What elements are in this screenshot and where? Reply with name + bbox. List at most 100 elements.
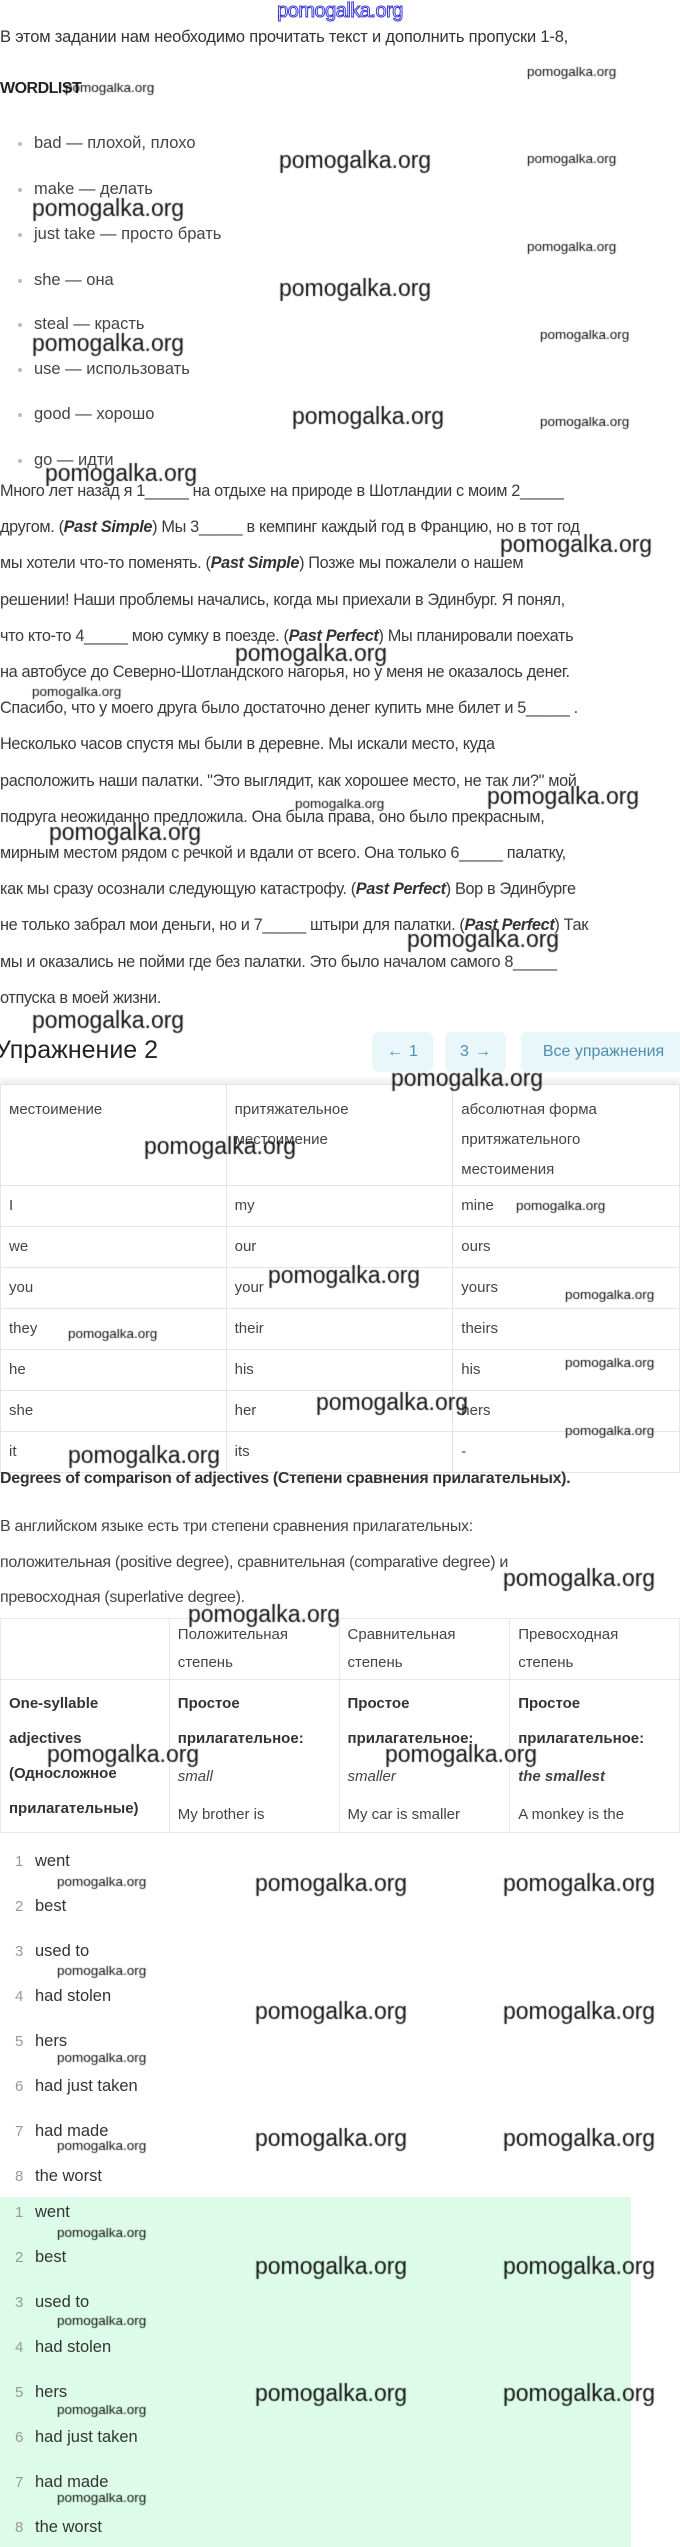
text-line: Спасибо, что у моего друга было достаточ… <box>0 699 578 718</box>
tense-hint: Past Perfect <box>355 880 446 899</box>
word-text: she — она <box>34 271 114 289</box>
text-segment: Несколько часов спустя мы были в деревне… <box>0 735 495 754</box>
bullet-icon <box>18 278 22 283</box>
cell-kind: Простое прилагательное: <box>518 1695 645 1747</box>
text-line: на автобусе до Северно-Шотландского наго… <box>0 663 570 682</box>
table-row: you your yours <box>0 1267 680 1309</box>
table-cell: we <box>0 1226 227 1268</box>
word-text: use — использовать <box>34 360 190 378</box>
table-cell: yours <box>452 1267 680 1309</box>
arrow-right-icon: → <box>474 1043 491 1060</box>
wordlist-item: good — хорошо <box>18 405 154 424</box>
answer-text: had just taken <box>35 2428 138 2446</box>
prev-label: 1 <box>409 1043 418 1060</box>
site-logo[interactable]: pomogalka.org <box>277 0 404 23</box>
wordlist-item: steal — красть <box>18 315 145 334</box>
text-segment: ) Позже мы пожалели о нашем <box>299 554 524 573</box>
table-cell: theirs <box>452 1308 680 1350</box>
text-line: мы хотели что-то поменять. (Past Simple)… <box>0 554 524 573</box>
answer-number: 6 <box>15 2429 24 2446</box>
answer-text: had just taken <box>35 2077 138 2095</box>
table-cell: my <box>225 1185 454 1227</box>
text-line: что кто-то 4_____ мою сумку в поезде. (P… <box>0 626 574 646</box>
answer-text: the worst <box>35 2518 102 2536</box>
degrees-text-line: положительная (positive degree), сравнит… <box>0 1554 509 1571</box>
bullet-icon <box>18 141 22 146</box>
answer-number: 6 <box>15 2078 24 2095</box>
answer-item: 5 hers <box>15 2383 67 2402</box>
answer-number: 7 <box>15 2474 24 2491</box>
table-cell: you <box>0 1267 227 1309</box>
table-cell: Простое прилагательное: smaller My car is … <box>338 1679 511 1833</box>
table-header-row: Положительная степень Сравнительная степ… <box>0 1618 680 1680</box>
answer-number: 4 <box>15 1988 24 2005</box>
answer-number: 5 <box>15 2384 24 2401</box>
degrees-text-line: превосходная (superlative degree). <box>0 1589 245 1606</box>
answer-item: 3 used to <box>15 2293 89 2312</box>
text-line: расположить наши палатки. "Это выглядит,… <box>0 772 577 791</box>
table-cell: her <box>225 1390 454 1432</box>
answer-text: had made <box>35 2122 109 2140</box>
wordlist-item: bad — плохой, плохо <box>18 134 196 153</box>
cell-word: smaller <box>347 1768 396 1785</box>
answer-number: 1 <box>15 2204 24 2221</box>
degrees-text-line: В английском языке есть три степени срав… <box>0 1518 473 1535</box>
word-text: bad — плохой, плохо <box>34 134 196 152</box>
answer-number: 3 <box>15 2294 24 2311</box>
cell-word: the smallest <box>518 1768 605 1785</box>
answer-text: the worst <box>35 2167 102 2185</box>
table-row: he his his <box>0 1349 680 1391</box>
answer-number: 3 <box>15 1943 24 1960</box>
answer-number: 2 <box>15 2249 24 2266</box>
bullet-icon <box>18 412 22 417</box>
bullet-icon <box>18 458 22 463</box>
answer-text: had stolen <box>35 1987 112 2005</box>
all-exercises-button[interactable]: Все упражнения <box>521 1032 680 1072</box>
text-segment: ) Вор в Эдинбурге <box>445 880 576 899</box>
word-text: go — идти <box>34 451 114 469</box>
word-text: good — хорошо <box>34 405 155 423</box>
answer-item: 6 had just taken <box>15 2077 138 2096</box>
tense-hint: Past Simple <box>210 554 300 573</box>
answer-item: 3 used to <box>15 1942 89 1961</box>
text-segment: как мы сразу осознали следующую катастро… <box>0 880 356 899</box>
text-segment: не только забрал мои деньги, но и 7_____… <box>0 916 465 935</box>
table-row: they their theirs <box>0 1308 680 1350</box>
answer-item: 7 had made <box>15 2473 108 2492</box>
prev-exercise-button[interactable]: ← 1 <box>372 1032 433 1072</box>
row-label: One-syllable adjectives (Односложное при… <box>9 1695 139 1817</box>
cell-word: small <box>177 1768 213 1785</box>
answer-item: 1 went <box>15 1852 70 1871</box>
next-label: 3 <box>460 1043 469 1060</box>
word-text: just take — просто брать <box>34 225 222 243</box>
text-segment: подруга неожиданно предложила. Она была … <box>0 807 545 826</box>
table-cell: it <box>0 1431 227 1473</box>
answer-text: best <box>35 2248 67 2266</box>
table-cell: she <box>0 1390 227 1432</box>
text-segment: на автобусе до Северно-Шотландского наго… <box>0 663 570 681</box>
text-line: подруга неожиданно предложила. Она была … <box>0 807 545 827</box>
table-cell: ours <box>452 1226 680 1268</box>
all-exercises-label: Все упражнения <box>542 1043 665 1060</box>
bullet-icon <box>18 232 22 237</box>
answer-text: had made <box>35 2473 109 2491</box>
answer-item: 1 went <box>15 2203 70 2222</box>
table-cell: your <box>225 1267 454 1309</box>
degrees-table-container[interactable]: Положительная степень Сравнительная степ… <box>0 1618 680 1842</box>
text-segment: ) Мы планировали поехать <box>378 626 574 645</box>
table-header-cell: абсолютная форма притяжательного местоим… <box>452 1084 680 1186</box>
table-header-row: местоимение притяжательное местоимение а… <box>0 1084 680 1186</box>
table-cell: our <box>225 1226 454 1268</box>
tense-hint: Past Perfect <box>288 626 379 645</box>
cell-kind: Простое прилагательное: <box>347 1695 474 1747</box>
text-line: Много лет назад я 1_____ на отдыхе на пр… <box>0 482 564 501</box>
table-cell: his <box>225 1349 454 1391</box>
table-header-cell: местоимение <box>0 1084 227 1186</box>
text-line: как мы сразу осознали следующую катастро… <box>0 880 576 899</box>
table-row: it its - <box>0 1431 680 1473</box>
answer-number: 1 <box>15 1853 24 1870</box>
text-line: не только забрал мои деньги, но и 7_____… <box>0 916 588 935</box>
text-segment: мы хотели что-то поменять. ( <box>0 554 211 573</box>
table-cell: its <box>225 1431 454 1473</box>
next-exercise-button[interactable]: 3 → <box>445 1032 506 1072</box>
